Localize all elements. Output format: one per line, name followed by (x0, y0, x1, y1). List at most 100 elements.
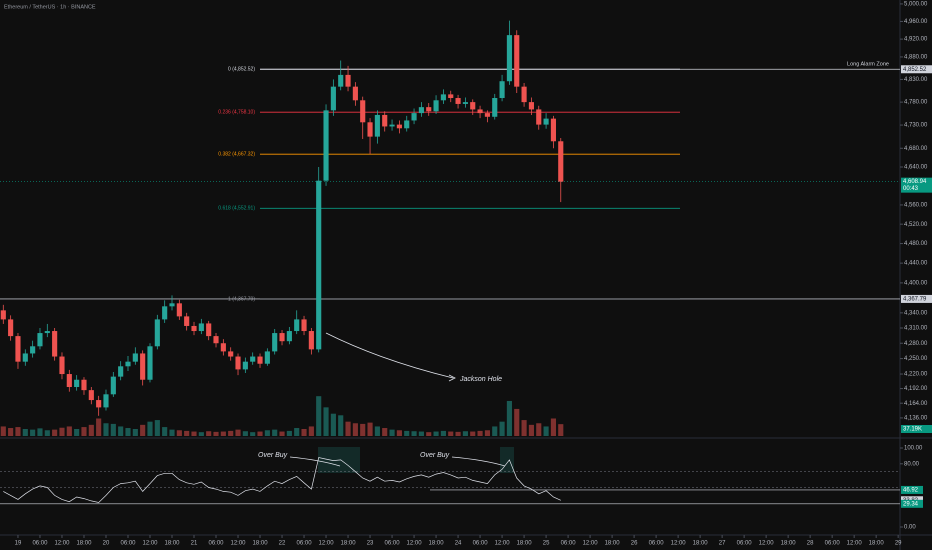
volume-bar (433, 431, 439, 436)
candle-body (15, 336, 21, 362)
x-tick-label: 18:00 (429, 541, 445, 547)
y-tick-label: 4,220.00 (904, 372, 928, 378)
y-tick-label: 4,136.00 (904, 416, 928, 422)
candle-body (455, 98, 461, 104)
volume-bar (103, 423, 109, 436)
volume-bar (492, 426, 498, 436)
volume-bar (154, 420, 160, 436)
x-tick-label: 24 (455, 541, 462, 547)
volume-bar (558, 424, 564, 436)
volume-bar (140, 424, 146, 436)
candle-body (74, 379, 80, 388)
candle-body (176, 303, 182, 317)
x-tick-label: 06:00 (649, 541, 665, 547)
volume-bar (528, 424, 534, 436)
candle-body (528, 102, 534, 110)
y-tick-label: 80.00 (904, 461, 920, 467)
volume-bar (220, 431, 226, 436)
candle-body (411, 113, 417, 121)
volume-bar (228, 430, 234, 436)
y-tick-label: 0.00 (904, 525, 916, 531)
candle-body (279, 333, 285, 342)
x-tick-label: 12:00 (142, 541, 158, 547)
rsi-badge-label: 29.34 (903, 501, 919, 507)
x-tick-label: 18:00 (605, 541, 621, 547)
x-tick-label: 12:00 (495, 541, 511, 547)
volume-bar (132, 428, 138, 436)
volume-bar (389, 429, 395, 436)
candle-body (88, 390, 94, 401)
candle-body (110, 376, 116, 395)
volume-bar (477, 430, 483, 436)
volume-bar (37, 428, 43, 436)
overbought-zone (500, 447, 514, 473)
y-tick-label: 4,640.00 (904, 165, 928, 171)
candle-body (426, 107, 432, 112)
x-tick-label: 25 (543, 541, 550, 547)
volume-bar (536, 423, 542, 436)
candle-body (103, 394, 109, 408)
candle-body (250, 356, 256, 362)
candle-body (440, 94, 446, 101)
volume-bar (110, 423, 116, 436)
candle-body (360, 100, 366, 123)
rsi-badge (901, 499, 923, 508)
x-tick-label: 18:00 (517, 541, 533, 547)
candle-body (492, 98, 498, 117)
fib-label: 1 (4,367.79) (228, 296, 255, 302)
candle-body (345, 74, 351, 87)
x-tick-label: 12:00 (54, 541, 70, 547)
volume-bar (301, 428, 307, 436)
x-tick-label: 18:00 (253, 541, 269, 547)
volume-bar (257, 431, 263, 436)
volume-bar (521, 420, 527, 436)
price-badge (901, 294, 932, 303)
y-tick-label: 100.00 (904, 446, 923, 452)
candle-body (257, 356, 263, 364)
y-tick-label: 4,520.00 (904, 222, 928, 228)
price-badge-sub: 00:43 (903, 186, 919, 192)
candle-body (433, 100, 439, 112)
volume-bar (367, 422, 373, 436)
y-tick-label: 4,560.00 (904, 203, 928, 209)
candle-body (44, 331, 50, 334)
candle-body (543, 118, 549, 125)
y-tick-label: 4,920.00 (904, 37, 928, 43)
x-tick-label: 06:00 (32, 541, 48, 547)
chart-title: Ethereum / TetherUS · 1h · BINANCE (4, 4, 96, 10)
y-tick-label: 4,280.00 (904, 341, 928, 347)
arrow (451, 456, 506, 467)
volume-bar (440, 430, 446, 436)
candle-body (96, 400, 102, 408)
volume-bar (8, 428, 14, 436)
x-tick-label: 12:00 (319, 541, 335, 547)
volume-bar (550, 418, 556, 436)
y-tick-label: 4,960.00 (904, 19, 928, 25)
x-tick-label: 27 (719, 541, 726, 547)
x-tick-label: 06:00 (737, 541, 753, 547)
candle-body (352, 86, 358, 101)
fib-label: 0 (4,852.52) (228, 67, 255, 73)
fib-label: 0.382 (4,667.32) (218, 152, 255, 158)
x-tick-label: 18:00 (869, 541, 885, 547)
volume-bar (352, 423, 358, 436)
volume-bar (330, 413, 336, 436)
volume-bar (96, 418, 102, 436)
candle-body (521, 86, 527, 103)
x-tick-label: 22 (279, 541, 286, 547)
candle-body (81, 379, 87, 391)
x-tick-label: 21 (191, 541, 198, 547)
candle-body (558, 141, 564, 182)
volume-bar (74, 428, 80, 436)
x-tick-label: 12:00 (671, 541, 687, 547)
volume-bar (169, 429, 175, 436)
candle-body (308, 331, 314, 350)
x-tick-label: 06:00 (385, 541, 401, 547)
price-badge-label: 4,608.94 (903, 179, 927, 185)
volume-bar (499, 421, 505, 436)
x-tick-label: 06:00 (825, 541, 841, 547)
candle-body (22, 353, 28, 362)
volume-bar (396, 430, 402, 436)
candle-body (213, 336, 219, 344)
